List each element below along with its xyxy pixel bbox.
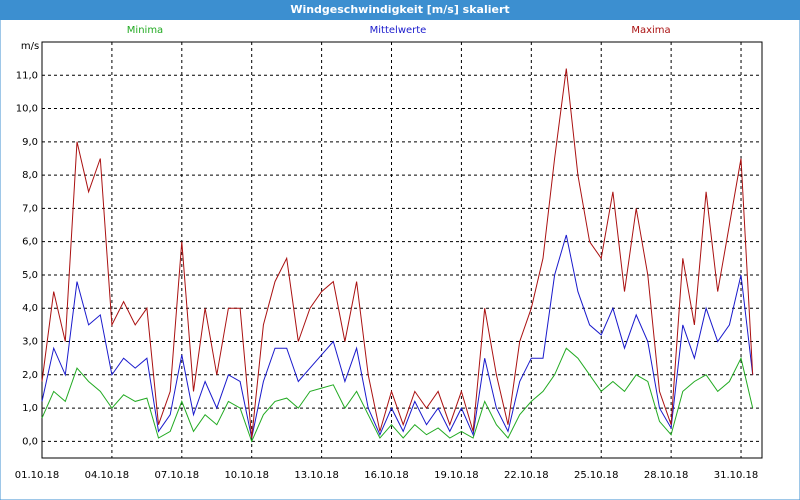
y-axis-unit: m/s — [21, 41, 39, 52]
x-tick-label: 25.10.18 — [574, 470, 619, 481]
y-tick-label: 7,0 — [22, 203, 38, 214]
y-tick-label: 2,0 — [22, 370, 38, 381]
legend-label: Minima — [127, 25, 163, 36]
x-tick-label: 19.10.18 — [434, 470, 479, 481]
y-tick-label: 9,0 — [22, 137, 38, 148]
y-tick-label: 6,0 — [22, 237, 38, 248]
y-tick-label: 1,0 — [22, 403, 38, 414]
y-tick-label: 8,0 — [22, 170, 38, 181]
x-tick-label: 01.10.18 — [15, 470, 60, 481]
y-tick-label: 4,0 — [22, 303, 38, 314]
data-line — [41, 347, 754, 443]
y-tick-label: 10,0 — [16, 104, 38, 115]
y-tick-label: 0,0 — [22, 436, 38, 447]
x-tick-label: 13.10.18 — [294, 470, 339, 481]
y-tick-label: 3,0 — [22, 337, 38, 348]
data-line — [41, 234, 754, 439]
plot-frame — [41, 41, 763, 459]
x-tick-label: 16.10.18 — [364, 470, 409, 481]
x-tick-label: 10.10.18 — [224, 470, 269, 481]
x-tick-label: 31.10.18 — [714, 470, 759, 481]
legend-label: Maxima — [631, 25, 670, 36]
chart-title: Windgeschwindigkeit [m/s] skaliert — [290, 3, 509, 16]
legend-label: Mittelwerte — [370, 25, 427, 36]
x-tick-label: 22.10.18 — [504, 470, 549, 481]
x-tick-label: 28.10.18 — [644, 470, 689, 481]
y-tick-label: 5,0 — [22, 270, 38, 281]
title-bar — [0, 0, 800, 20]
x-tick-label: 04.10.18 — [85, 470, 130, 481]
data-line — [41, 68, 754, 439]
x-tick-label: 07.10.18 — [155, 470, 200, 481]
y-tick-label: 11,0 — [16, 70, 38, 81]
